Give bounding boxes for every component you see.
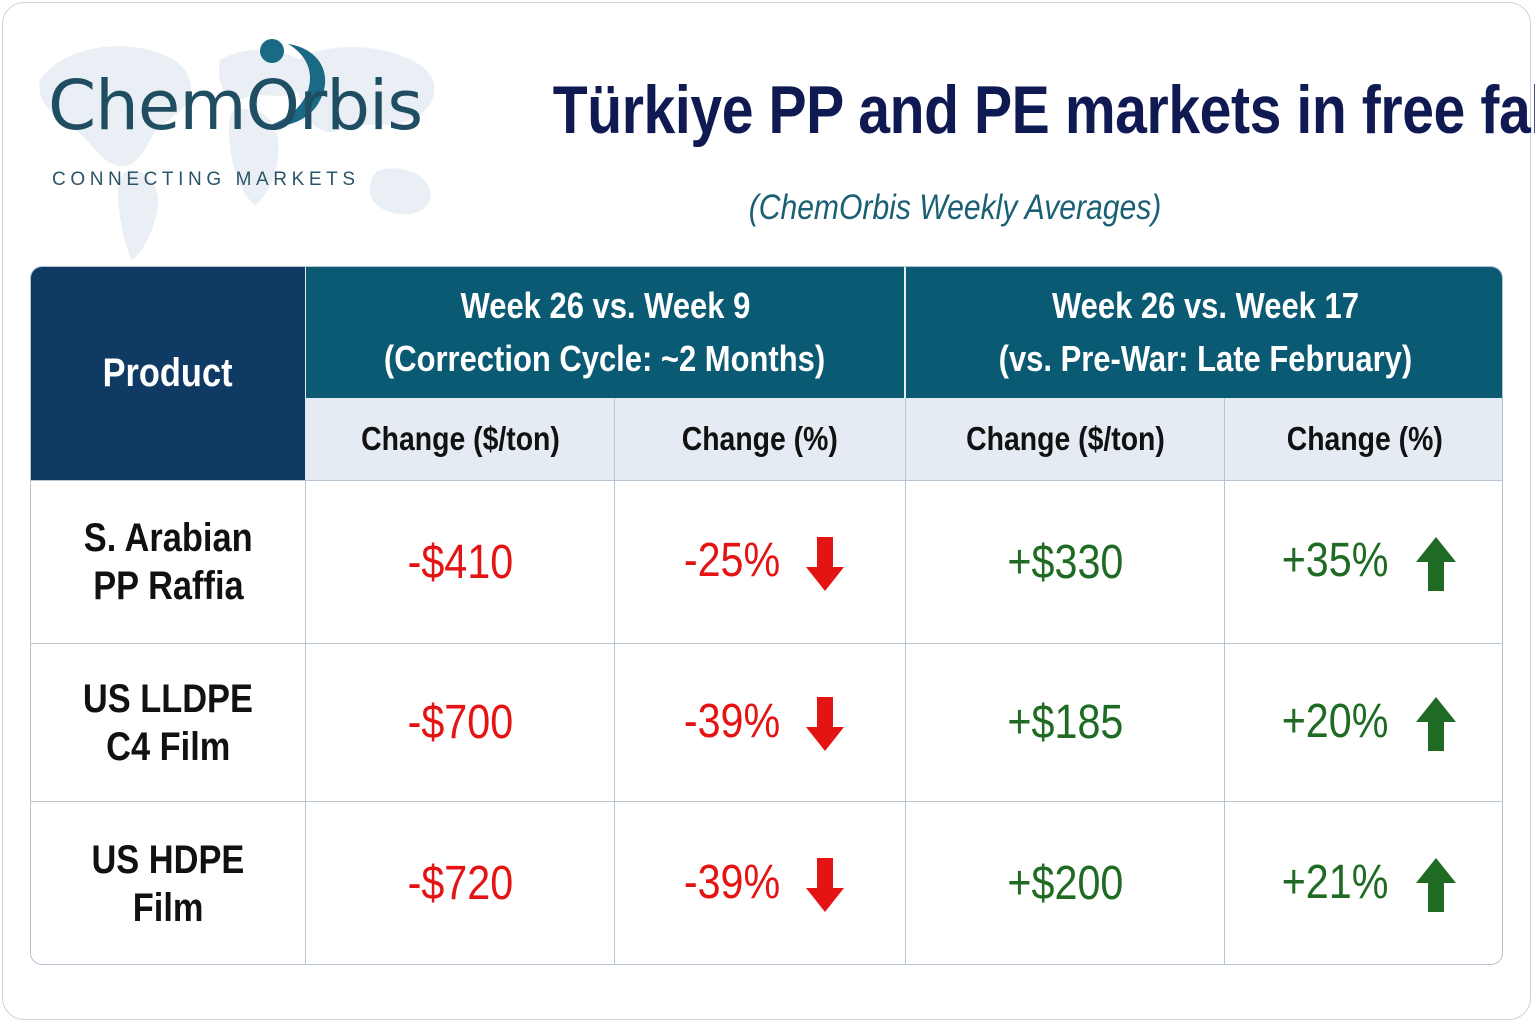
group-header-week9: Week 26 vs. Week 9 (Correction Cycle: ~2… [306, 267, 907, 398]
value-cell: +$330 [906, 480, 1226, 643]
value-cell: -39% [615, 643, 907, 801]
product-header: Product [31, 267, 306, 480]
subheader-change-usd: Change ($/ton) [906, 398, 1226, 480]
logo-tagline: CONNECTING MARKETS [52, 169, 360, 190]
product-cell: S. Arabian PP Raffia [31, 480, 306, 643]
table-row: US HDPE Film -$720 -39% +$200 +21% [31, 801, 1502, 964]
value-cell: +$200 [906, 801, 1226, 964]
table-row: US LLDPE C4 Film -$700 -39% +$185 +20% [31, 643, 1502, 801]
value-cell: +21% [1225, 801, 1502, 964]
subheader-change-usd: Change ($/ton) [306, 398, 615, 480]
group-header-week17: Week 26 vs. Week 17 (vs. Pre-War: Late F… [906, 267, 1502, 398]
down-arrow-icon [806, 697, 845, 752]
world-map-watermark [39, 46, 435, 260]
subheader-change-pct: Change (%) [615, 398, 907, 480]
price-change-table: Product Week 26 vs. Week 9 (Correction C… [30, 266, 1503, 965]
value-cell: -$410 [306, 480, 615, 643]
down-arrow-icon [806, 536, 845, 591]
page-title: Türkiye PP and PE markets in free fall [552, 72, 1535, 148]
logo-swoosh-icon [260, 39, 326, 127]
up-arrow-icon [1415, 697, 1456, 752]
product-cell: US HDPE Film [31, 801, 306, 964]
down-arrow-icon [806, 858, 845, 913]
page-subtitle: (ChemOrbis Weekly Averages) [748, 188, 1162, 227]
product-cell: US LLDPE C4 Film [31, 643, 306, 801]
table-row: S. Arabian PP Raffia -$410 -25% +$330 +3… [31, 480, 1502, 643]
value-cell: +35% [1225, 480, 1502, 643]
up-arrow-icon [1415, 858, 1456, 913]
value-cell: -39% [615, 801, 907, 964]
logo-name: ChemOrbis [48, 66, 423, 146]
value-cell: +20% [1225, 643, 1502, 801]
up-arrow-icon [1415, 536, 1456, 591]
value-cell: -$720 [306, 801, 615, 964]
value-cell: +$185 [906, 643, 1226, 801]
value-cell: -25% [615, 480, 907, 643]
value-cell: -$700 [306, 643, 615, 801]
subheader-change-pct: Change (%) [1225, 398, 1502, 480]
